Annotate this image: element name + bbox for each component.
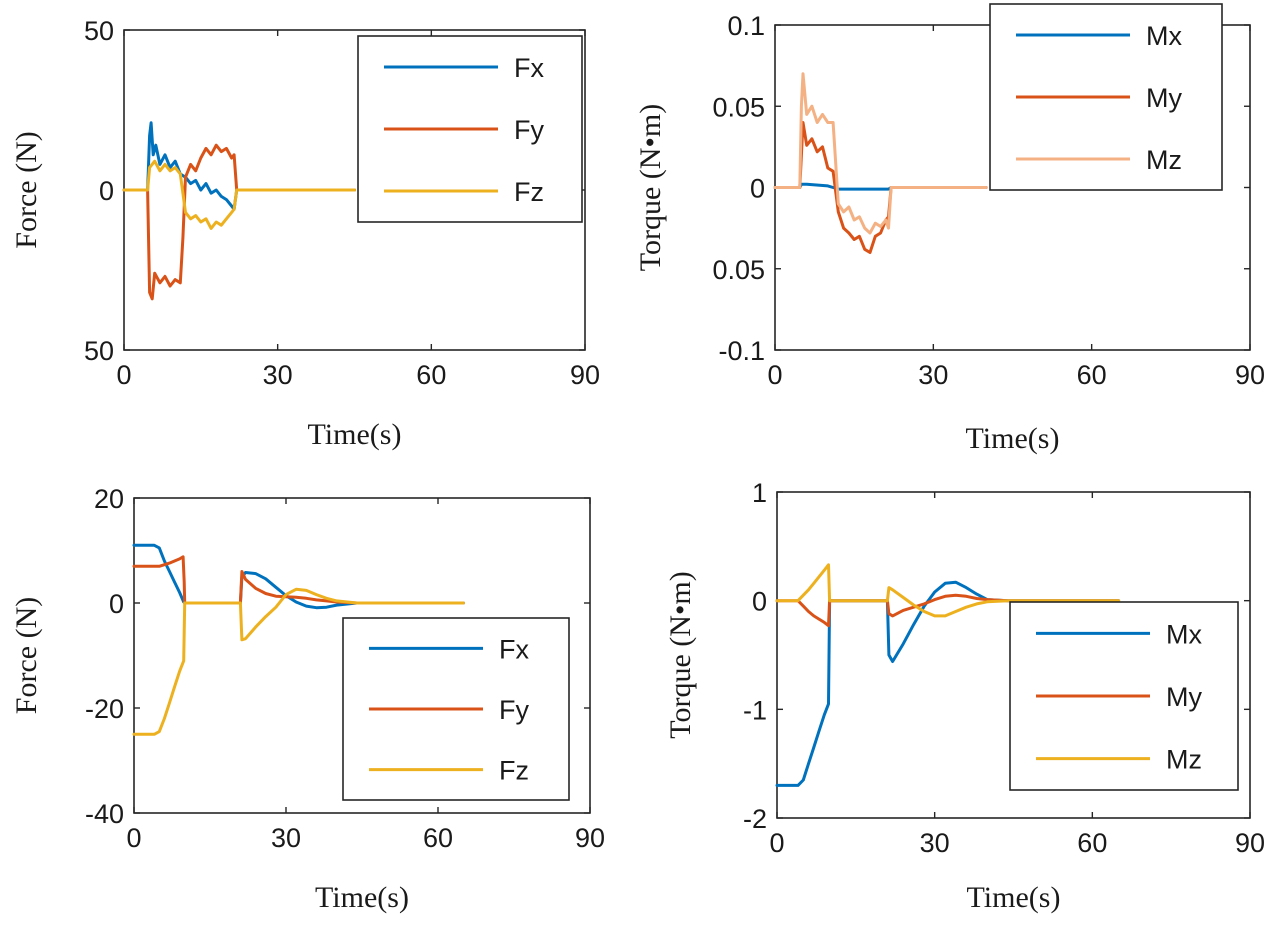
y-tick-label: 20 xyxy=(94,484,124,514)
legend-label-fy: Fy xyxy=(514,115,544,145)
x-tick-label: 30 xyxy=(271,823,301,853)
legend-label-fz: Fz xyxy=(514,177,544,207)
x-tick-label: 30 xyxy=(263,360,293,390)
series-line-fz xyxy=(122,159,356,230)
y-axis-title: Force (N) xyxy=(10,131,43,248)
legend-label-mz: Mz xyxy=(1146,145,1182,175)
x-tick-label: 60 xyxy=(416,360,446,390)
x-tick-label: 0 xyxy=(116,360,131,390)
legend-label-my: My xyxy=(1146,83,1182,113)
series-line-fz xyxy=(132,587,465,736)
legend: Fx Fy Fz xyxy=(342,617,570,801)
x-tick-label: 90 xyxy=(1235,360,1265,390)
y-tick-label: 0 xyxy=(752,587,767,617)
x-tick-label: 90 xyxy=(1235,828,1265,858)
y-tick-label: 0 xyxy=(109,589,124,619)
y-tick-label: 50 xyxy=(84,16,114,46)
y-tick-label: 0.05 xyxy=(712,92,765,122)
series-line-mz xyxy=(773,72,988,235)
x-axis-title: Time(s) xyxy=(967,881,1061,914)
x-tick-label: 60 xyxy=(1077,360,1107,390)
y-tick-label: 0.05 xyxy=(712,255,765,285)
x-axis-title: Time(s) xyxy=(315,881,409,914)
legend-label-mx: Mx xyxy=(1166,619,1202,649)
y-tick-label: 50 xyxy=(84,336,114,366)
legend-label-my: My xyxy=(1166,682,1202,712)
x-tick-label: 30 xyxy=(918,360,948,390)
legend-label-fy: Fy xyxy=(499,695,529,725)
legend-label-mz: Mz xyxy=(1166,745,1202,775)
x-axis-title: Time(s) xyxy=(966,422,1060,455)
legend: Mx My Mz xyxy=(989,3,1223,191)
series-line-fx xyxy=(132,543,465,610)
y-tick-label: 0 xyxy=(99,176,114,206)
y-tick-label: -40 xyxy=(85,799,124,829)
x-tick-label: 0 xyxy=(769,828,784,858)
x-tick-label: 90 xyxy=(570,360,600,390)
x-tick-label: 60 xyxy=(423,823,453,853)
y-tick-label: -2 xyxy=(743,804,767,834)
chart-panel-3: 0 30 60 90 20 0 -20 -40 Time(s) Force (N) Fx Fy Fz xyxy=(10,484,605,914)
legend-label-fz: Fz xyxy=(499,756,529,786)
x-tick-label: 0 xyxy=(126,823,141,853)
x-tick-label: 90 xyxy=(575,823,605,853)
legend: Mx My Mz xyxy=(1009,601,1239,791)
x-axis-title: Time(s) xyxy=(308,418,402,451)
chart-panel-4: 0 30 60 90 1 0 -1 -2 Time(s) Torque (N•m) Mx My Mz xyxy=(664,478,1265,914)
y-tick-label: -0.1 xyxy=(718,336,765,366)
y-tick-label: 1 xyxy=(752,478,767,508)
legend: Fx Fy Fz xyxy=(357,35,583,223)
y-tick-label: 0 xyxy=(750,174,765,204)
legend-label-fx: Fx xyxy=(499,634,529,664)
chart-panel-2: 0 30 60 90 0.1 0.05 0 0.05 -0.1 Time(s) Torque (N•… xyxy=(634,3,1265,455)
y-tick-label: 0.1 xyxy=(727,11,765,41)
legend-label-mx: Mx xyxy=(1146,21,1182,51)
x-tick-label: 30 xyxy=(920,828,950,858)
y-tick-label: -20 xyxy=(85,694,124,724)
x-tick-label: 0 xyxy=(767,360,782,390)
legend-label-fx: Fx xyxy=(514,53,544,83)
series-line-fy xyxy=(132,555,465,605)
series-line-mx xyxy=(775,580,1121,787)
series-line-fy xyxy=(122,143,356,301)
series-line-my xyxy=(775,593,1121,628)
y-tick-label: -1 xyxy=(743,695,767,725)
x-tick-label: 60 xyxy=(1077,828,1107,858)
y-axis-title: Torque (N•m) xyxy=(634,104,667,272)
series-line-mz xyxy=(775,563,1121,618)
y-axis-title: Torque (N•m) xyxy=(664,571,697,739)
y-axis-title: Force (N) xyxy=(10,597,43,714)
